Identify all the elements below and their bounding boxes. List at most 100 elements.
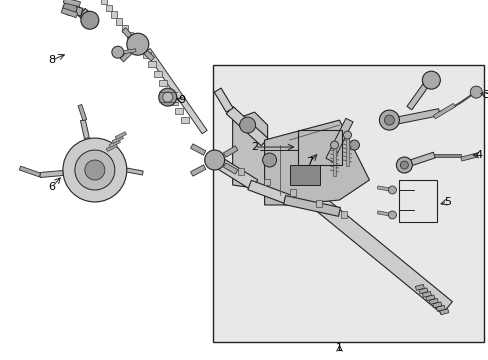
Polygon shape xyxy=(247,180,291,204)
Circle shape xyxy=(239,117,255,133)
Circle shape xyxy=(63,138,126,202)
Polygon shape xyxy=(145,49,207,134)
Polygon shape xyxy=(377,211,392,216)
Polygon shape xyxy=(78,104,86,121)
Polygon shape xyxy=(109,140,120,147)
Circle shape xyxy=(81,11,99,29)
Polygon shape xyxy=(315,201,321,207)
Polygon shape xyxy=(226,107,267,146)
Polygon shape xyxy=(432,103,454,119)
Polygon shape xyxy=(325,118,352,162)
Polygon shape xyxy=(433,153,460,157)
Polygon shape xyxy=(79,8,98,27)
Polygon shape xyxy=(122,25,127,32)
Circle shape xyxy=(112,46,123,58)
Polygon shape xyxy=(403,152,434,168)
Text: 2: 2 xyxy=(250,142,258,152)
Circle shape xyxy=(159,88,176,106)
Circle shape xyxy=(400,161,407,169)
Bar xyxy=(399,180,436,222)
Circle shape xyxy=(387,211,396,219)
Polygon shape xyxy=(377,186,392,192)
Polygon shape xyxy=(67,4,83,16)
Circle shape xyxy=(469,86,481,98)
Circle shape xyxy=(396,157,411,173)
Polygon shape xyxy=(115,132,126,139)
Polygon shape xyxy=(304,189,451,314)
Circle shape xyxy=(387,186,396,194)
Polygon shape xyxy=(341,211,347,219)
Polygon shape xyxy=(122,28,131,38)
Text: 7: 7 xyxy=(305,157,312,167)
Polygon shape xyxy=(123,49,136,54)
Circle shape xyxy=(204,150,224,170)
Polygon shape xyxy=(19,166,41,177)
Polygon shape xyxy=(223,146,238,157)
Polygon shape xyxy=(40,171,63,177)
Circle shape xyxy=(126,33,148,55)
Polygon shape xyxy=(346,136,348,166)
Text: 6: 6 xyxy=(48,182,55,192)
Polygon shape xyxy=(116,18,122,25)
Polygon shape xyxy=(439,309,448,315)
Polygon shape xyxy=(181,117,188,123)
Text: 4: 4 xyxy=(475,150,482,160)
Polygon shape xyxy=(406,78,431,110)
Bar xyxy=(212,65,483,342)
Circle shape xyxy=(163,92,172,102)
Polygon shape xyxy=(126,32,133,39)
Circle shape xyxy=(422,71,439,89)
Circle shape xyxy=(349,140,359,150)
Circle shape xyxy=(379,110,399,130)
Polygon shape xyxy=(214,88,233,112)
Polygon shape xyxy=(263,179,269,185)
Text: 3: 3 xyxy=(482,90,488,100)
Polygon shape xyxy=(190,144,205,155)
Polygon shape xyxy=(418,288,427,294)
Circle shape xyxy=(330,141,338,149)
Circle shape xyxy=(262,153,276,167)
Polygon shape xyxy=(237,167,243,175)
Polygon shape xyxy=(142,52,150,58)
Polygon shape xyxy=(264,120,369,205)
Polygon shape xyxy=(63,0,81,7)
Text: 8: 8 xyxy=(48,55,55,65)
Text: 5: 5 xyxy=(443,197,450,207)
Polygon shape xyxy=(159,80,167,86)
Polygon shape xyxy=(112,136,123,143)
Circle shape xyxy=(384,115,394,125)
Polygon shape xyxy=(153,71,161,77)
Polygon shape xyxy=(425,295,434,301)
Circle shape xyxy=(85,160,104,180)
Circle shape xyxy=(63,1,77,15)
Polygon shape xyxy=(428,298,437,304)
Polygon shape xyxy=(120,50,131,62)
Text: 1: 1 xyxy=(335,343,342,353)
Polygon shape xyxy=(101,0,106,4)
Polygon shape xyxy=(105,5,112,11)
Circle shape xyxy=(343,131,351,139)
Polygon shape xyxy=(422,291,430,297)
Polygon shape xyxy=(289,189,295,197)
Circle shape xyxy=(75,150,115,190)
Polygon shape xyxy=(211,155,257,190)
Polygon shape xyxy=(388,109,439,126)
Polygon shape xyxy=(460,153,477,161)
Polygon shape xyxy=(432,302,441,308)
Polygon shape xyxy=(111,12,117,18)
Polygon shape xyxy=(232,112,267,190)
Bar xyxy=(289,165,319,185)
Polygon shape xyxy=(169,99,178,104)
Polygon shape xyxy=(211,157,217,163)
Polygon shape xyxy=(414,284,424,290)
Polygon shape xyxy=(175,108,183,114)
Polygon shape xyxy=(61,8,78,18)
Polygon shape xyxy=(106,144,117,152)
Polygon shape xyxy=(80,120,89,139)
Polygon shape xyxy=(164,89,172,95)
Polygon shape xyxy=(148,62,156,67)
Polygon shape xyxy=(190,165,205,176)
Polygon shape xyxy=(126,168,143,175)
Polygon shape xyxy=(435,305,445,311)
Bar xyxy=(297,130,342,165)
